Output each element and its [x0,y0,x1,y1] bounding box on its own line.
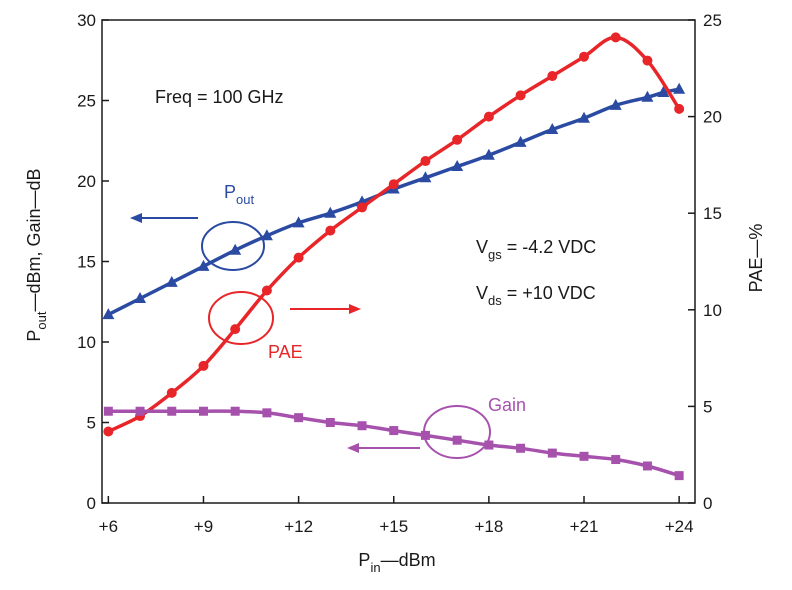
data-point-pout [324,206,337,218]
gain-annotation-arrowhead [347,443,359,453]
data-point-gain [357,421,367,431]
data-point-pae [642,55,653,66]
data-point-pae [674,103,685,114]
y-left-tick-label: 15 [77,253,96,272]
data-point-pout [229,243,242,255]
data-point-gain [262,408,272,418]
y-right-axis-title: PAE—% [746,224,766,293]
data-point-pout [578,111,591,123]
data-point-pout [546,122,559,134]
pae-annotation-arrowhead [349,304,361,314]
data-point-pae [610,32,621,43]
y-left-tick-label: 20 [77,172,96,191]
x-tick-label: +24 [665,517,694,536]
data-point-pout [657,85,670,97]
series-line-gain [106,409,681,478]
data-point-gain [198,406,208,416]
data-point-gain [516,443,526,453]
pout-annotation-label: Pout [224,182,254,207]
gain-annotation-label: Gain [488,395,526,415]
data-point-pae [198,360,209,371]
vds-annotation: Vds = +10 VDC [476,283,596,308]
series-line-pout [106,87,681,317]
data-point-pout [102,308,115,320]
data-point-pae [166,387,177,398]
data-point-pae [261,285,272,296]
pout-annotation-circle [201,221,265,271]
y-right-tick-label: 5 [703,397,712,416]
data-point-gain [611,455,621,465]
data-point-pae [420,156,431,167]
data-point-pout [609,98,622,110]
gain-annotation-circle [423,405,491,459]
x-tick-label: +21 [570,517,599,536]
data-point-gain [579,451,589,461]
data-point-pout [641,90,654,102]
data-point-pae [452,134,463,145]
data-point-gain [642,461,652,471]
data-point-pout [197,259,210,271]
x-tick-label: +9 [194,517,213,536]
data-point-gain [674,471,684,481]
data-point-gain [103,406,113,416]
y-right-tick-label: 15 [703,204,722,223]
data-point-gain [294,413,304,423]
pout-annotation-arrowhead [130,213,142,223]
data-point-gain [135,406,145,416]
freq-annotation: Freq = 100 GHz [155,87,284,107]
data-point-pae [547,71,558,82]
x-tick-label: +15 [379,517,408,536]
data-point-pout [514,135,527,147]
data-point-gain [484,440,494,450]
data-point-pae [103,426,114,437]
y-right-tick-label: 20 [703,108,722,127]
vgs-annotation: Vgs = -4.2 VDC [476,237,596,262]
data-point-gain [325,418,335,427]
data-point-gain [230,406,240,416]
data-point-gain [547,448,557,458]
data-point-pae [483,111,494,122]
data-point-pout [134,292,147,304]
x-tick-label: +18 [474,517,503,536]
data-point-pae [325,225,336,236]
pae-annotation-label: PAE [268,342,303,362]
pae-annotation-circle [208,291,274,345]
data-point-pout [482,148,495,160]
y-right-tick-label: 10 [703,301,722,320]
data-point-pae [293,252,304,263]
data-point-pout [292,216,305,228]
y-left-axis-title: Pout—dBm, Gain—dB [24,168,49,341]
data-point-pout [451,160,464,172]
x-axis-title: Pin—dBm [358,550,435,575]
data-point-pae [388,179,399,190]
y-left-tick-label: 25 [77,92,96,111]
y-left-tick-label: 5 [87,414,96,433]
x-tick-label: +6 [99,517,118,536]
data-point-pae [515,90,526,101]
data-point-gain [420,430,430,440]
y-left-tick-label: 10 [77,333,96,352]
y-right-tick-label: 25 [703,11,722,30]
data-point-pout [260,229,273,241]
y-left-tick-label: 0 [87,494,96,513]
data-point-pout [673,82,686,94]
data-point-pae [579,51,590,62]
data-point-gain [167,406,177,416]
data-point-pout [165,275,178,287]
y-right-tick-label: 0 [703,494,712,513]
y-left-tick-label: 30 [77,11,96,30]
data-point-pae [230,324,241,335]
data-point-gain [389,426,399,436]
data-point-pout [419,171,432,183]
data-point-pae [357,202,368,213]
data-point-gain [452,435,462,445]
x-tick-label: +12 [284,517,313,536]
